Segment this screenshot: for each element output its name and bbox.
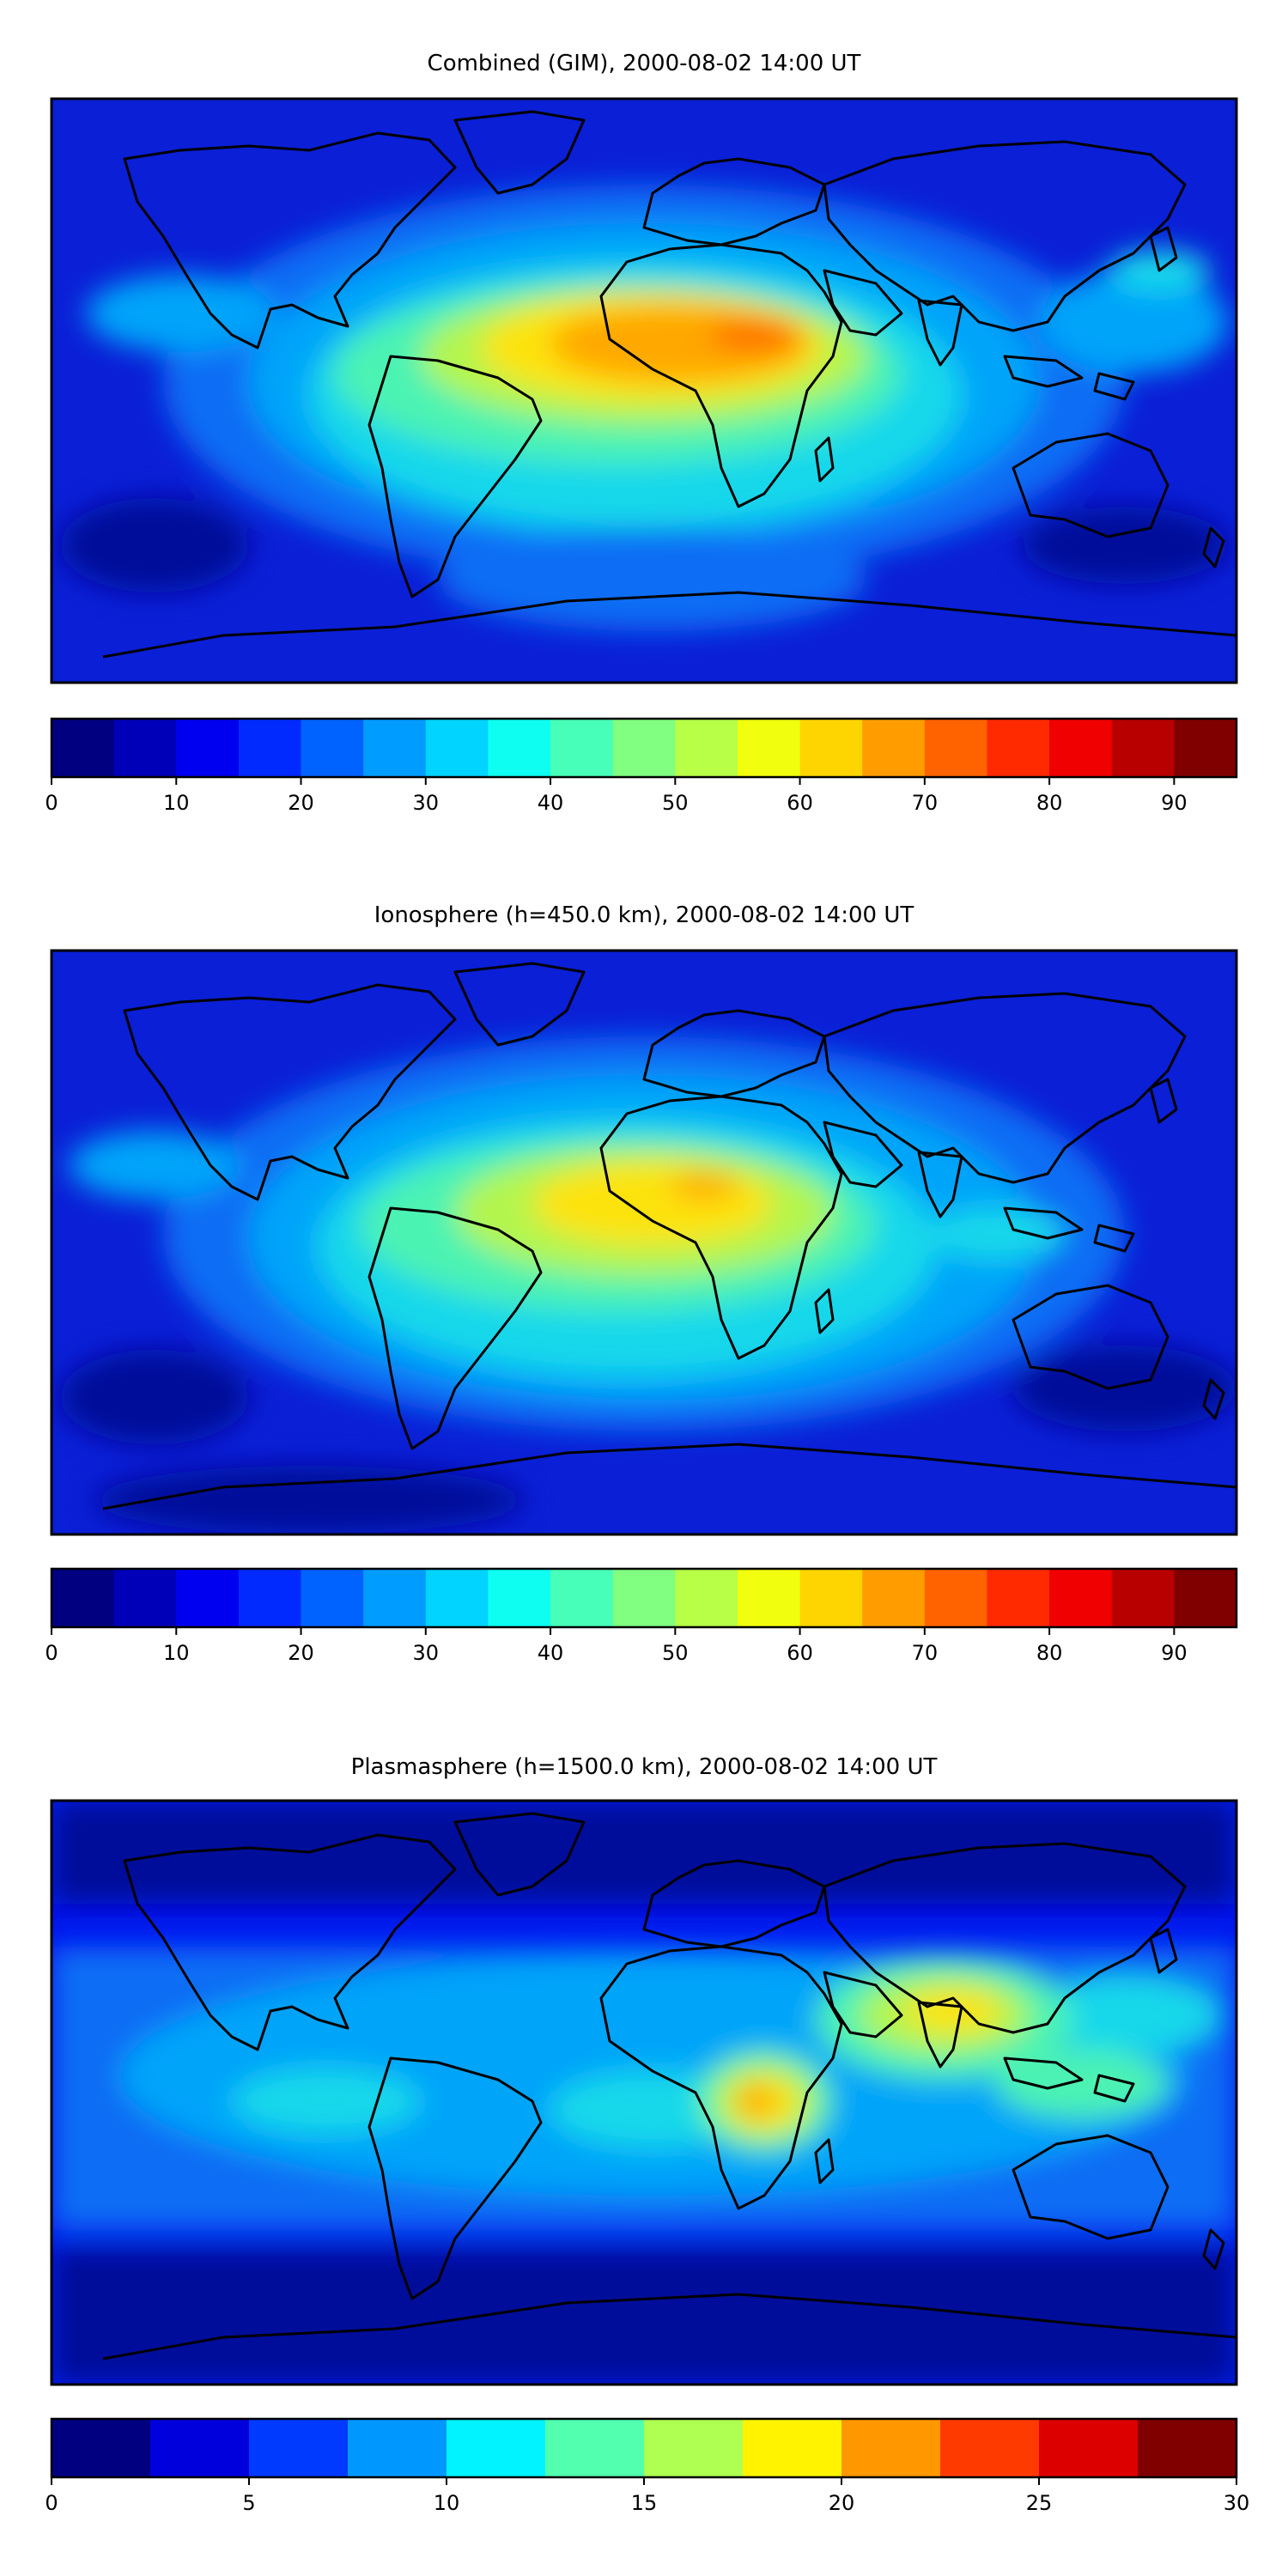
- colorbar-tick-label: 25: [1026, 2491, 1053, 2515]
- colorbar-tick-label: 10: [163, 1641, 190, 1665]
- colorbar-cell: [799, 719, 863, 777]
- colorbar-tick-label: 30: [1224, 2491, 1250, 2515]
- colorbar-cell: [862, 1569, 926, 1627]
- heatmap-field: [52, 1801, 1236, 2385]
- colorbar-tick-label: 80: [1036, 791, 1063, 815]
- colorbar-cell: [425, 1569, 489, 1627]
- colorbar-cell: [924, 719, 988, 777]
- colorbar-cell: [545, 2419, 645, 2477]
- map-frame: [50, 97, 1238, 684]
- colorbar-cell: [737, 719, 801, 777]
- colorbar-cell: [675, 1569, 738, 1627]
- colorbar-tick-label: 40: [538, 791, 564, 815]
- panel-title: Combined (GIM), 2000-08-02 14:00 UT: [428, 51, 861, 76]
- colorbar-frame: [50, 1567, 1238, 1629]
- colorbar-cell: [987, 1569, 1050, 1627]
- colorbar-cell: [675, 719, 738, 777]
- panel-plasmasphere: Plasmasphere (h=1500.0 km), 2000-08-02 1…: [45, 1754, 1249, 2515]
- colorbar-tick-label: 70: [912, 791, 939, 815]
- colorbar-cell: [644, 2419, 744, 2477]
- colorbar-tick-label: 0: [45, 2491, 58, 2515]
- colorbar-cell: [488, 1569, 551, 1627]
- colorbar-tick-label: 90: [1161, 1641, 1188, 1665]
- colorbar-cell: [550, 719, 614, 777]
- map-area: [50, 1799, 1238, 2386]
- colorbar-tick-label: 80: [1036, 1641, 1063, 1665]
- colorbar-cell: [1111, 719, 1175, 777]
- colorbar-cell: [737, 1569, 801, 1627]
- map-area: [50, 949, 1238, 1536]
- colorbar-cell: [301, 1569, 364, 1627]
- colorbar-cell: [612, 1569, 676, 1627]
- colorbar-cell: [447, 2419, 546, 2477]
- colorbar-cell: [488, 719, 551, 777]
- colorbar-cell: [799, 1569, 863, 1627]
- colorbar-cell: [150, 2419, 250, 2477]
- colorbar-tick-label: 60: [787, 791, 813, 815]
- colorbar-cell: [1049, 719, 1113, 777]
- heatmap-field: [52, 99, 1236, 683]
- colorbar-cell: [1174, 1569, 1237, 1627]
- colorbar-tick-label: 20: [288, 791, 314, 815]
- colorbar-cell: [363, 719, 427, 777]
- colorbar-tick-label: 10: [163, 791, 190, 815]
- colorbar-cell: [612, 719, 676, 777]
- colorbar-cell: [301, 719, 364, 777]
- colorbar: 0 10 20 30 40 50 60 70 80 90: [45, 717, 1238, 815]
- colorbar-cell: [1049, 1569, 1113, 1627]
- map-frame: [50, 1799, 1238, 2386]
- colorbar-cell: [113, 1569, 177, 1627]
- panel-combined: Combined (GIM), 2000-08-02 14:00 UT: [45, 51, 1238, 815]
- colorbar-cell: [52, 1569, 115, 1627]
- colorbar-frame: [50, 717, 1238, 779]
- colorbar-tick-label: 0: [45, 791, 58, 815]
- colorbar: 0 5 10 15 20 25 30: [45, 2417, 1250, 2515]
- colorbar-cell: [348, 2419, 447, 2477]
- colorbar-tick-label: 20: [288, 1641, 314, 1665]
- colorbar-tick-label: 30: [413, 791, 440, 815]
- colorbar-tick-label: 30: [413, 1641, 440, 1665]
- colorbar-tick-label: 10: [434, 2491, 460, 2515]
- panel-title: Plasmasphere (h=1500.0 km), 2000-08-02 1…: [351, 1754, 938, 1780]
- heatmap-field: [52, 951, 1236, 1534]
- map-area: [50, 97, 1238, 684]
- colorbar-cell: [940, 2419, 1040, 2477]
- colorbar-tick-label: 0: [45, 1641, 58, 1665]
- colorbar-tick-label: 40: [538, 1641, 564, 1665]
- colorbar-tick-label: 90: [1161, 791, 1188, 815]
- colorbar-cell: [862, 719, 926, 777]
- colorbar-cell: [52, 719, 115, 777]
- colorbar-cell: [249, 2419, 349, 2477]
- colorbar-cell: [1111, 1569, 1175, 1627]
- colorbar-cell: [425, 719, 489, 777]
- colorbar-tick-label: 20: [829, 2491, 855, 2515]
- colorbar-cell: [363, 1569, 427, 1627]
- colorbar-cell: [1138, 2419, 1237, 2477]
- colorbar-cell: [176, 1569, 240, 1627]
- panel-title: Ionosphere (h=450.0 km), 2000-08-02 14:0…: [374, 902, 914, 928]
- colorbar-tick-label: 60: [787, 1641, 813, 1665]
- colorbar-cell: [113, 719, 177, 777]
- colorbar-cell: [924, 1569, 988, 1627]
- colorbar-cell: [1174, 719, 1237, 777]
- colorbar-cell: [987, 719, 1050, 777]
- colorbar-tick-label: 70: [912, 1641, 939, 1665]
- colorbar-tick-label: 50: [662, 791, 689, 815]
- colorbar-cell: [52, 2419, 151, 2477]
- map-frame: [50, 949, 1238, 1536]
- colorbar-cell: [841, 2419, 941, 2477]
- colorbar-cell: [743, 2419, 842, 2477]
- colorbar-cell: [238, 1569, 302, 1627]
- colorbar: 0 10 20 30 40 50 60 70 80 90: [45, 1567, 1238, 1665]
- colorbar-tick-label: 15: [631, 2491, 658, 2515]
- colorbar-cell: [176, 719, 240, 777]
- colorbar-tick-label: 5: [242, 2491, 255, 2515]
- panel-ionosphere: Ionosphere (h=450.0 km), 2000-08-02 14:0…: [45, 902, 1238, 1665]
- colorbar-cell: [1039, 2419, 1139, 2477]
- colorbar-cell: [550, 1569, 614, 1627]
- colorbar-tick-label: 50: [662, 1641, 689, 1665]
- colorbar-cell: [238, 719, 302, 777]
